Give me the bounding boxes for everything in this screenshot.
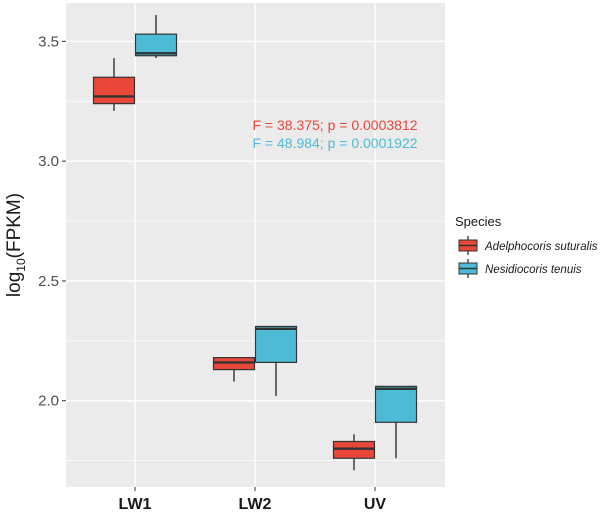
box-body	[254, 325, 298, 364]
box-lw1-nesidiocoris	[134, 14, 178, 59]
box-lw2-nesidiocoris	[254, 325, 298, 396]
y-tick-label: 3.5	[38, 33, 59, 50]
legend-label-nesidiocoris: Nesidiocoris tenuis	[485, 264, 582, 276]
box-lw1-adelphocoris	[92, 58, 136, 111]
y-axis: 2.0 2.5 3.0 3.5	[38, 33, 66, 410]
annotation-adelphocoris: F = 38.375; p = 0.0003812	[252, 117, 417, 133]
annotations: F = 38.375; p = 0.0003812 F = 48.984; p …	[252, 117, 417, 151]
x-axis: LW1 LW2 UV	[119, 487, 387, 513]
legend: Species Adelphocoris suturalis Nesidioco…	[455, 214, 598, 278]
y-tick-label: 2.0	[38, 393, 59, 410]
x-tick-label: LW2	[239, 496, 272, 513]
box-uv-nesidiocoris	[374, 385, 418, 459]
box-body	[374, 385, 418, 423]
x-tick-label: UV	[364, 496, 387, 513]
box-body	[134, 33, 178, 57]
y-axis-label-prefix: log	[4, 272, 25, 297]
y-tick-label: 2.5	[38, 273, 59, 290]
box-body	[92, 76, 136, 105]
legend-item-nesidiocoris: Nesidiocoris tenuis	[458, 259, 582, 278]
y-axis-label-subscript: 10	[14, 258, 28, 272]
x-tick-label: LW1	[119, 496, 152, 513]
box-lw2-adelphocoris	[212, 357, 256, 382]
legend-label-adelphocoris: Adelphocoris suturalis	[484, 241, 598, 253]
y-axis-label: log10(FPKM)	[4, 193, 28, 297]
annotation-nesidiocoris: F = 48.984; p = 0.0001922	[252, 135, 417, 151]
legend-title: Species	[455, 214, 502, 229]
box-series	[92, 14, 418, 471]
y-tick-label: 3.0	[38, 153, 59, 170]
y-axis-label-suffix: (FPKM)	[4, 193, 25, 258]
legend-item-adelphocoris: Adelphocoris suturalis	[458, 236, 598, 255]
box-uv-adelphocoris	[332, 434, 376, 471]
